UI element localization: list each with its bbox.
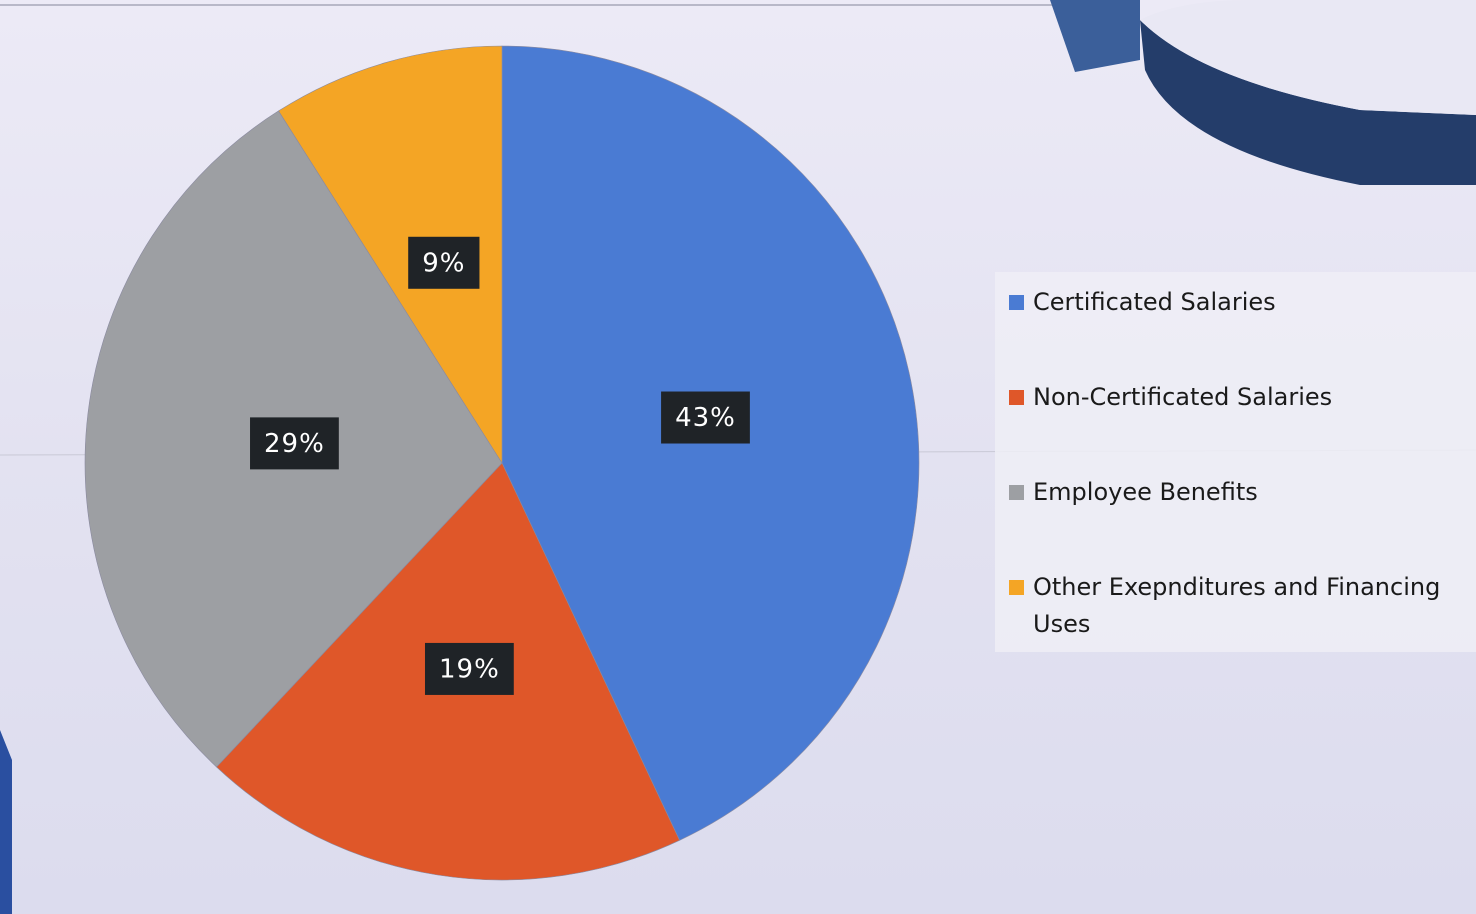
data-label-box [424,642,514,695]
legend-item: Non-Certificated Salaries [1009,379,1473,416]
legend-label: Certificated Salaries [1033,288,1276,316]
legend-label: Employee Benefits [1033,478,1258,506]
legend-item: Employee Benefits [1009,474,1473,511]
legend-label: Non-Certificated Salaries [1033,383,1333,411]
legend-swatch [1009,580,1024,595]
data-label: 9% [422,248,465,278]
legend-swatch [1009,485,1024,500]
legend-label: Other Exepnditures and Financing Uses [1033,573,1441,638]
data-label-box [661,391,750,444]
data-label: 43% [675,403,736,433]
legend-item: Other Exepnditures and Financing Uses [1009,569,1473,643]
data-label-box [408,236,480,289]
data-label: 19% [439,654,500,684]
legend: Certificated Salaries Non-Certificated Sa… [995,272,1476,652]
legend-swatch [1009,295,1024,310]
legend-item: Certificated Salaries [1009,284,1473,321]
slice [278,45,503,465]
pie: 43% 19% 29% 9% [84,45,920,881]
data-label-box [250,417,339,470]
data-label: 29% [264,429,325,459]
legend-swatch [1009,390,1024,405]
